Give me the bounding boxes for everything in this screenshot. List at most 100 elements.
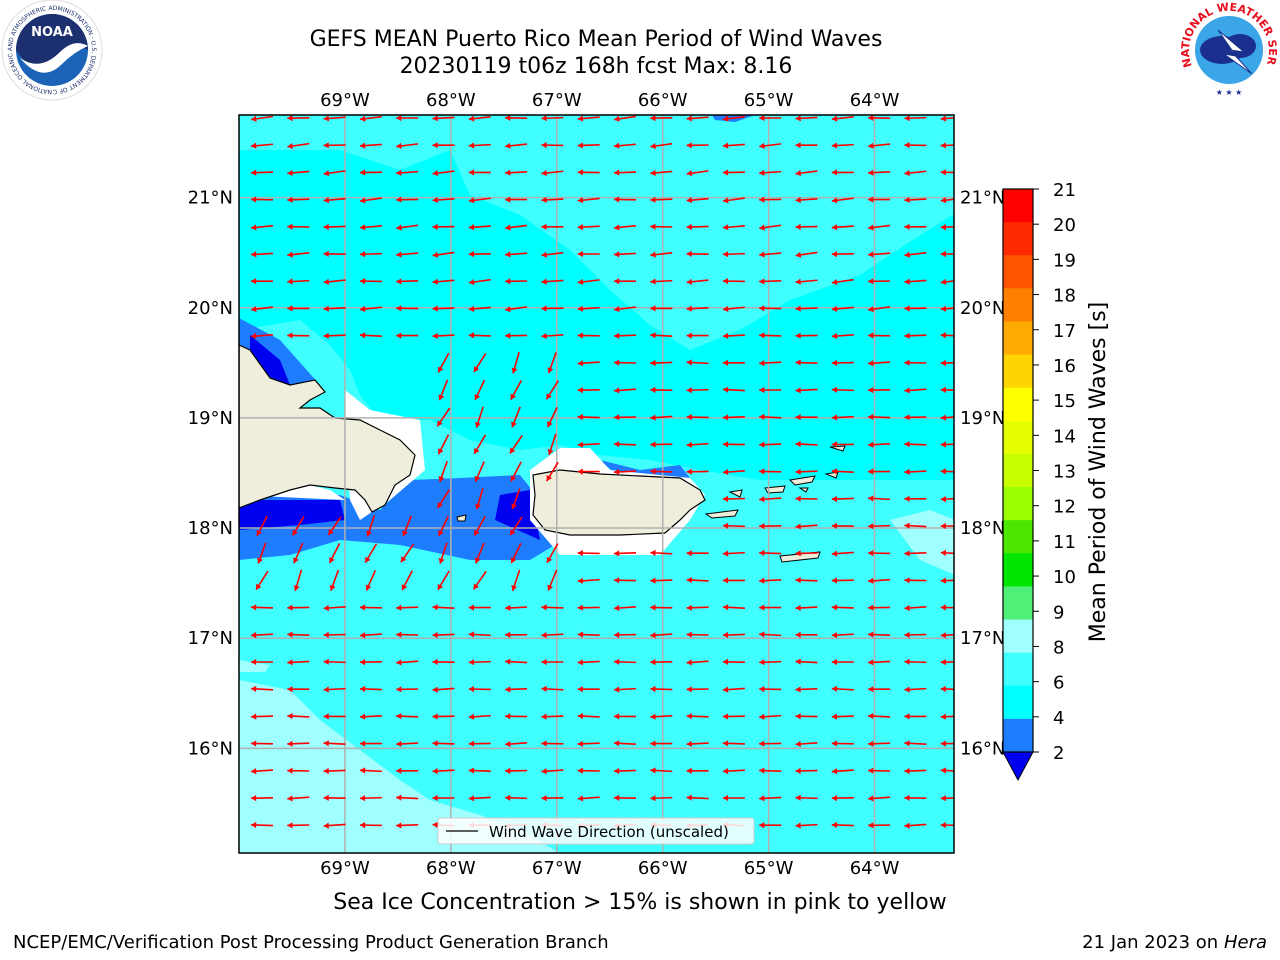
wind-wave-arrow [686, 305, 709, 312]
wind-wave-arrow [650, 795, 673, 802]
wind-wave-arrow [650, 685, 673, 693]
lat-label: 21°N [188, 188, 233, 209]
wind-wave-arrow [722, 768, 745, 775]
colorbar-tick-label: 19 [1053, 250, 1076, 271]
colorbar-tick-label: 4 [1053, 708, 1064, 729]
wind-wave-arrow [287, 767, 310, 774]
wind-wave-arrow [686, 740, 709, 747]
wind-wave-arrow [541, 332, 564, 340]
wind-wave-arrow [250, 306, 274, 313]
wind-wave-arrow [255, 570, 269, 591]
wind-wave-arrow [287, 196, 310, 203]
wind-wave-arrow [940, 549, 954, 556]
wind-wave-arrow [868, 332, 891, 339]
wind-wave-arrow [468, 332, 491, 339]
lat-labels-left: 21°N 20°N 19°N 18°N 17°N 16°N [188, 188, 233, 760]
wind-wave-arrow [795, 822, 818, 829]
chart-title: GEFS MEAN Puerto Rico Mean Period of Win… [309, 27, 883, 52]
wind-wave-arrow [432, 278, 455, 285]
colorbar-segment [1003, 189, 1033, 223]
wind-wave-arrow [323, 686, 346, 693]
wind-wave-arrow [287, 822, 310, 829]
wind-wave-arrow [577, 577, 600, 584]
wind-wave-arrow [468, 795, 491, 802]
wind-wave-arrow [904, 332, 927, 339]
wind-wave-arrow [904, 414, 927, 421]
wind-wave-arrow [472, 570, 487, 590]
wind-wave-arrow [541, 196, 564, 203]
wind-wave-arrow [722, 604, 745, 611]
wind-wave-arrow [577, 197, 600, 204]
wind-wave-arrow [650, 713, 673, 720]
wind-wave-arrow [686, 197, 709, 204]
colorbar-segment [1003, 453, 1033, 488]
wind-wave-arrow [541, 142, 564, 149]
wind-wave-arrow [359, 795, 382, 802]
wind-wave-arrow [432, 170, 455, 177]
wind-wave-arrow [468, 142, 491, 149]
lon-label: 64°W [850, 90, 900, 111]
wind-wave-arrow [722, 713, 745, 720]
wind-wave-arrow [686, 468, 709, 475]
wind-wave-arrow [904, 631, 927, 638]
wind-wave-arrow [505, 332, 528, 339]
legend-label: Wind Wave Direction (unscaled) [489, 823, 729, 841]
wind-wave-arrow [438, 460, 448, 483]
wind-wave-arrow [505, 278, 528, 285]
wind-wave-arrow [868, 822, 891, 829]
wind-wave-arrow [686, 387, 709, 394]
wind-wave-arrow [686, 332, 709, 339]
land-mona [456, 514, 467, 522]
wind-wave-arrow [795, 767, 818, 774]
colorbar-tick-label: 21 [1053, 180, 1076, 201]
wind-wave-arrow [473, 434, 487, 455]
wind-wave-arrow [287, 713, 310, 720]
wind-wave-arrow [359, 332, 382, 339]
wind-wave-arrow [686, 170, 709, 177]
colorbar-segment [1003, 222, 1033, 256]
lon-label: 69°W [320, 858, 370, 879]
colorbar-tick-label: 9 [1053, 602, 1064, 623]
wind-wave-arrow [940, 632, 954, 639]
wind-wave-arrow [650, 278, 673, 285]
land-anegada [829, 445, 846, 452]
wind-wave-arrow [650, 468, 673, 475]
wind-wave-arrow [396, 332, 419, 339]
wind-wave-arrow [759, 659, 782, 666]
wind-wave-arrow [396, 169, 419, 176]
wind-wave-arrow [613, 631, 637, 638]
wind-wave-arrow [250, 740, 274, 747]
wind-wave-arrow [831, 632, 854, 639]
wind-wave-arrow [505, 306, 528, 313]
wind-wave-arrow [686, 794, 709, 801]
wind-wave-arrow [831, 169, 854, 176]
wind-wave-arrow [940, 685, 954, 693]
wind-wave-arrow [366, 515, 376, 537]
wind-wave-arrow [904, 278, 927, 285]
wind-wave-arrow [474, 461, 485, 483]
wind-wave-arrow [359, 822, 382, 829]
wind-wave-arrow [287, 278, 310, 285]
wind-wave-arrow [940, 795, 954, 802]
wind-wave-arrow [795, 713, 818, 720]
wind-wave-arrow [795, 170, 818, 177]
wind-wave-arrow [795, 523, 818, 530]
wind-wave-arrow [432, 142, 455, 149]
wind-wave-arrow [686, 604, 709, 611]
wind-wave-arrow [940, 142, 954, 149]
wind-wave-arrow [359, 305, 382, 313]
wind-wave-arrow [577, 631, 600, 638]
wind-wave-arrow [250, 713, 274, 720]
wind-wave-arrow [432, 631, 455, 639]
wind-wave-arrow [323, 223, 346, 231]
wind-wave-arrow [904, 713, 927, 720]
wind-wave-arrow [795, 278, 818, 285]
wind-wave-arrow [250, 115, 274, 122]
wind-wave-arrow [613, 306, 637, 313]
wind-wave-arrow [396, 631, 419, 638]
wind-wave-arrow [400, 543, 415, 563]
wind-wave-arrow [509, 516, 523, 536]
wind-wave-arrow [650, 549, 673, 556]
wind-wave-arrow [686, 550, 709, 557]
wind-wave-arrow [722, 577, 745, 584]
